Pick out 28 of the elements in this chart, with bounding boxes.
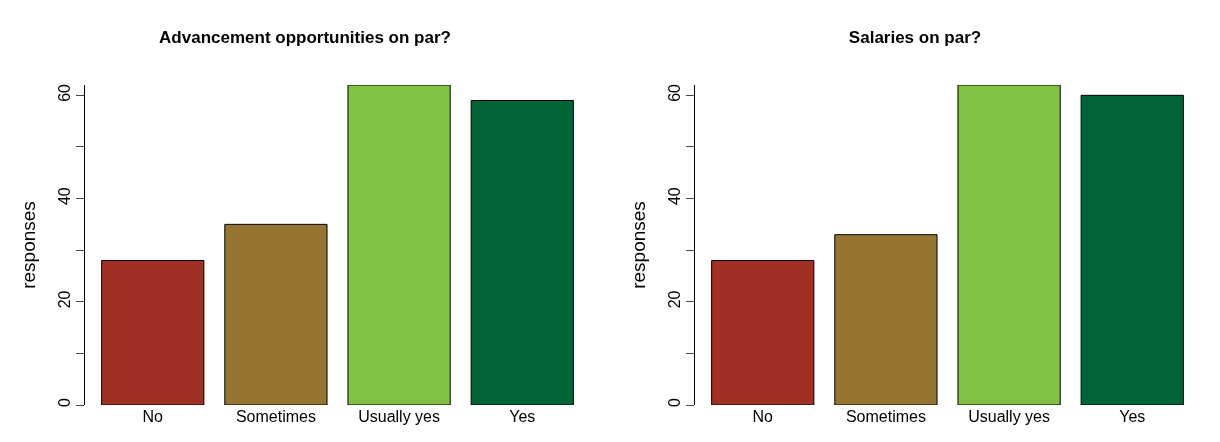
x-tick-label: Usually yes [358, 408, 440, 425]
bar [224, 223, 328, 405]
bar [347, 85, 451, 405]
x-tick-label: Yes [1119, 408, 1146, 425]
y-tick-label: 60 [665, 83, 683, 102]
y-tick-label: 0 [665, 398, 683, 408]
y-tick-label: 20 [665, 290, 683, 309]
chart-title: Salaries on par? [848, 27, 982, 47]
y-tick-label: 0 [55, 398, 73, 408]
x-tick-label: Sometimes [845, 408, 926, 425]
y-tick-label: 40 [55, 187, 73, 206]
bar [834, 234, 938, 405]
x-tick-label: No [752, 408, 774, 425]
bar [1080, 94, 1184, 405]
bar [711, 259, 815, 405]
x-tick-label: Sometimes [235, 408, 316, 425]
y-axis-title: responses [18, 201, 40, 289]
y-axis-title: responses [628, 201, 650, 289]
x-tick-label: Yes [509, 408, 536, 425]
y-tick-label: 20 [55, 290, 73, 309]
y-tick-label: 40 [665, 187, 683, 206]
chart-title: Advancement opportunities on par? [159, 27, 451, 47]
y-tick-label: 60 [55, 83, 73, 102]
bar [470, 99, 574, 405]
bar [101, 259, 205, 405]
bar [957, 85, 1061, 405]
x-tick-label: No [142, 408, 164, 425]
x-tick-label: Usually yes [968, 408, 1050, 425]
